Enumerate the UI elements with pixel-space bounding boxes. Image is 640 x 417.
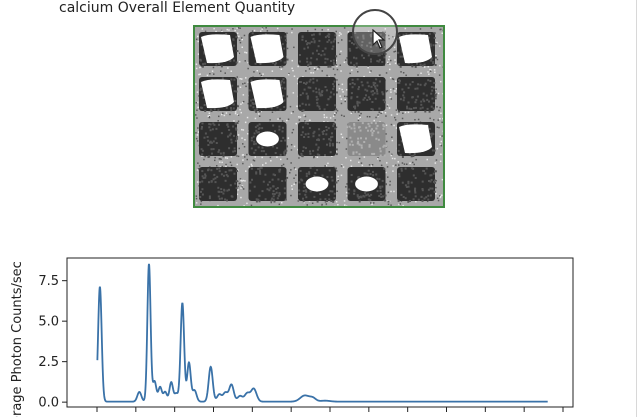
map-cell	[298, 32, 336, 66]
map-title: calcium Overall Element Quantity	[59, 0, 296, 16]
y-tick-label: 0.0	[38, 396, 59, 411]
window-edge	[636, 0, 637, 417]
map-hotspot	[201, 34, 234, 64]
spectrum-chart: Average Photon Counts/sec 0.0 2.5 5.0 7.5	[10, 257, 574, 417]
map-hotspot	[399, 34, 432, 64]
map-hotspot	[399, 124, 432, 154]
pointer-arrow-icon	[372, 29, 386, 49]
map-hotspot	[250, 34, 284, 64]
element-map-grid	[195, 27, 443, 206]
spectrum-line	[96, 263, 548, 403]
y-tick-label: 7.5	[38, 274, 59, 289]
map-cell	[397, 167, 435, 201]
map-hotspot	[305, 176, 329, 192]
map-cell	[397, 77, 435, 111]
plot-frame	[66, 257, 574, 408]
y-axis-label: Average Photon Counts/sec	[10, 261, 25, 417]
map-hotspot	[250, 79, 284, 109]
map-cell	[298, 77, 336, 111]
map-hotspot	[355, 176, 378, 192]
map-hotspot	[201, 79, 234, 109]
map-cell	[199, 122, 237, 156]
map-hotspot	[256, 131, 279, 147]
y-tick-label: 5.0	[38, 315, 59, 330]
y-tick-label: 2.5	[38, 355, 59, 370]
element-map-image[interactable]	[193, 25, 445, 208]
